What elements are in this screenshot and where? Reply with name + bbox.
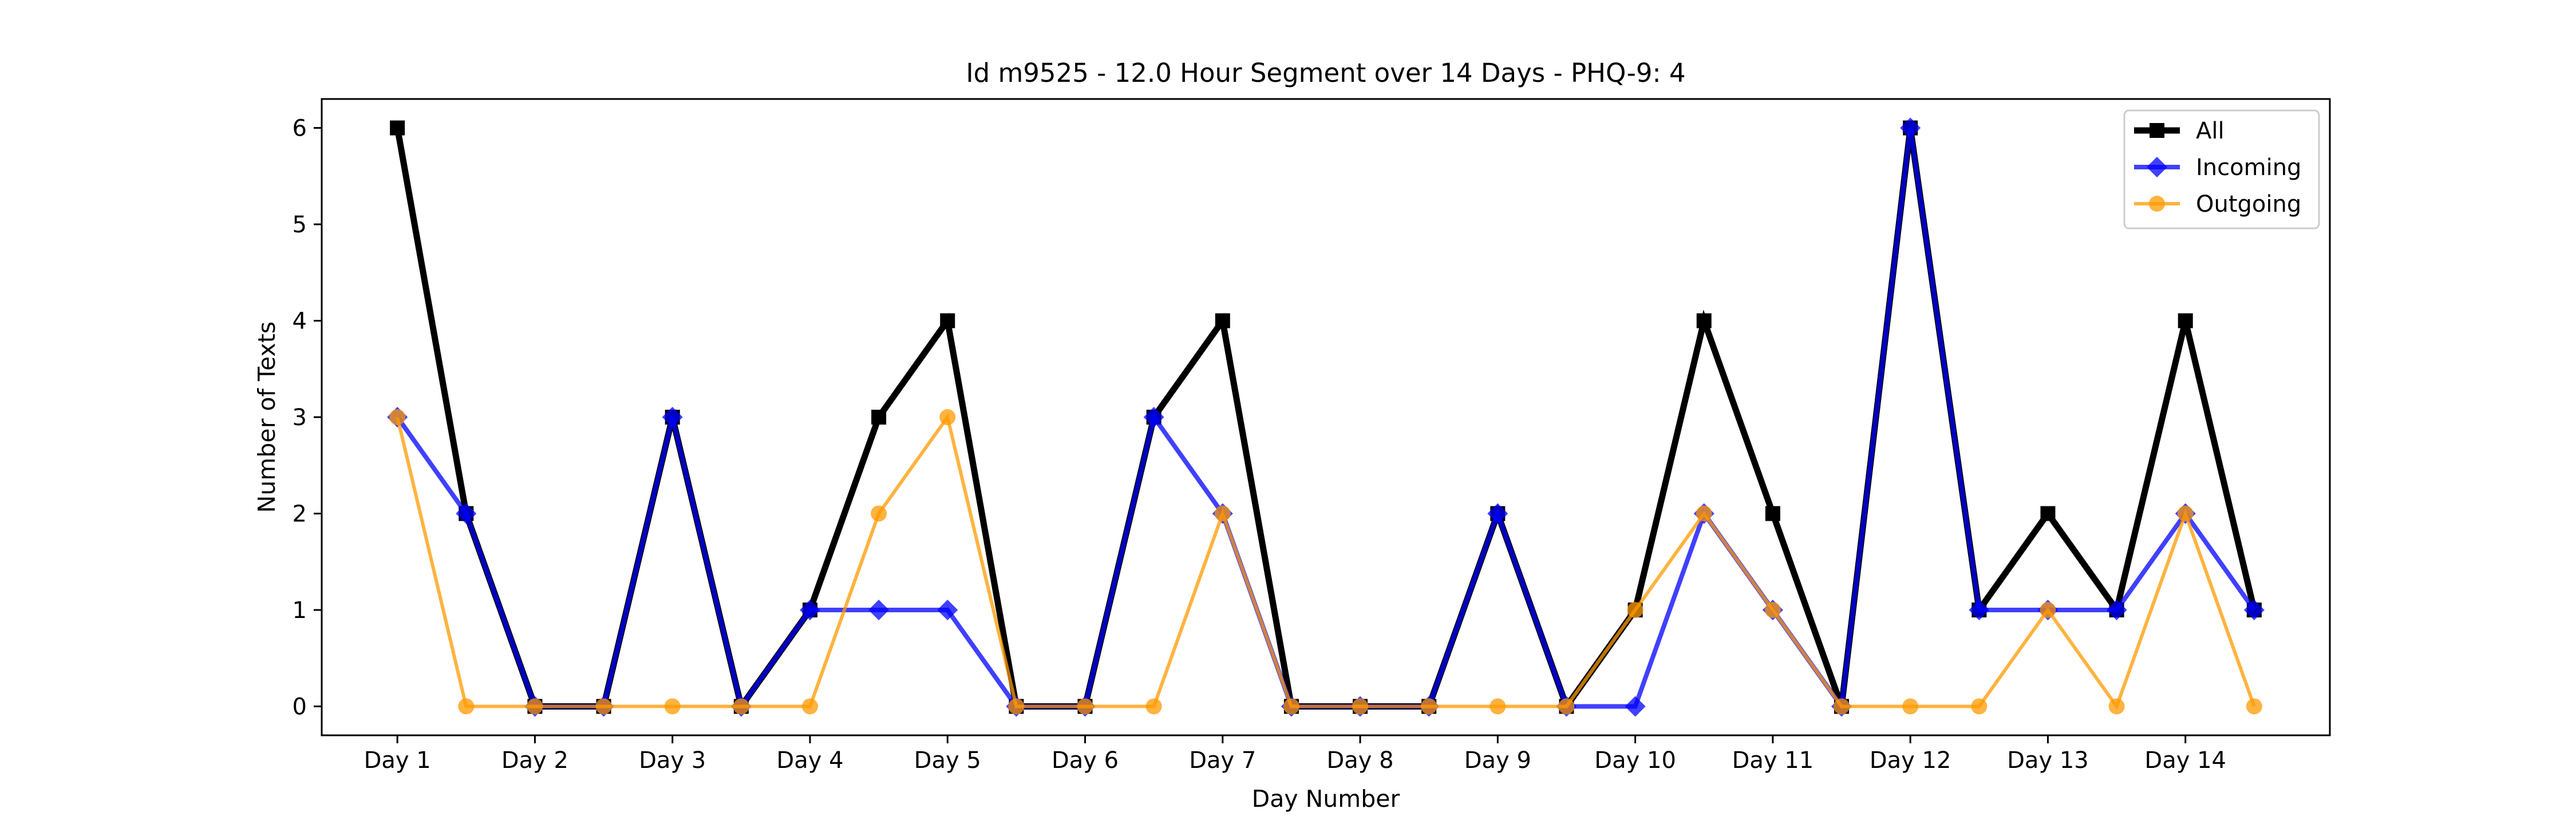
data-point bbox=[1215, 313, 1230, 328]
axis-ticks: Day 1 Day 2 Day 3 Day 4 Day 5 Day 6 Day 7 Day 8… bbox=[293, 116, 2226, 774]
y-tick-label: 4 bbox=[293, 308, 307, 335]
data-point bbox=[733, 698, 749, 715]
data-point bbox=[1352, 698, 1369, 715]
data-point bbox=[1008, 698, 1025, 715]
data-point bbox=[1969, 599, 1990, 620]
data-point bbox=[1971, 698, 1988, 715]
y-tick-label: 2 bbox=[293, 501, 307, 527]
data-point bbox=[1696, 505, 1712, 522]
data-point bbox=[1214, 505, 1231, 522]
data-point bbox=[2243, 599, 2265, 620]
data-point bbox=[595, 698, 612, 715]
x-tick-label: Day 7 bbox=[1189, 747, 1256, 774]
data-point bbox=[1902, 698, 1919, 715]
data-point bbox=[662, 407, 683, 427]
y-tick-label: 6 bbox=[293, 116, 307, 142]
data-point bbox=[2178, 313, 2193, 328]
data-point bbox=[939, 409, 956, 425]
data-point bbox=[389, 409, 406, 425]
data-point bbox=[801, 698, 818, 715]
data-point bbox=[1077, 698, 1093, 715]
x-tick-label: Day 10 bbox=[1594, 747, 1676, 774]
data-point bbox=[871, 505, 887, 522]
legend-box bbox=[2123, 109, 2320, 229]
legend-label: Outgoing bbox=[2196, 191, 2301, 217]
data-point bbox=[1143, 407, 1164, 427]
series-layer bbox=[387, 117, 2265, 717]
chart-title: Id m9525 - 12.0 Hour Segment over 14 Day… bbox=[966, 58, 1685, 88]
data-point bbox=[1487, 503, 1508, 524]
legend-marker bbox=[2150, 123, 2164, 138]
legend-marker bbox=[2149, 196, 2165, 212]
data-point bbox=[937, 599, 958, 620]
data-point bbox=[799, 599, 820, 620]
data-point bbox=[1145, 698, 1162, 715]
legend-label: Incoming bbox=[2196, 154, 2301, 181]
legend-label: All bbox=[2196, 118, 2225, 144]
legend-entry-incoming: Incoming bbox=[2134, 154, 2301, 181]
data-point bbox=[1625, 696, 1646, 717]
legend-entry-outgoing: Outgoing bbox=[2134, 191, 2301, 217]
data-point bbox=[527, 698, 543, 715]
data-point bbox=[940, 313, 955, 328]
data-point bbox=[1764, 601, 1781, 618]
data-point bbox=[1765, 506, 1780, 521]
data-point bbox=[390, 120, 405, 136]
data-point bbox=[871, 410, 887, 425]
data-point bbox=[1283, 698, 1299, 715]
data-point bbox=[1490, 698, 1506, 715]
data-point bbox=[2040, 506, 2056, 521]
data-point bbox=[1558, 698, 1575, 715]
x-tick-label: Day 11 bbox=[1732, 747, 1814, 774]
x-tick-label: Day 5 bbox=[914, 747, 981, 774]
legend-entries: All Incoming Outgoing bbox=[2134, 118, 2301, 217]
data-point bbox=[2106, 599, 2127, 620]
x-axis-label: Day Number bbox=[1252, 785, 1400, 813]
series-outgoing bbox=[389, 409, 2262, 715]
data-point bbox=[1900, 117, 1921, 138]
y-axis-label: Number of Texts bbox=[253, 322, 280, 513]
x-tick-label: Day 1 bbox=[364, 747, 431, 774]
data-point bbox=[1627, 601, 1643, 618]
data-point bbox=[2246, 698, 2262, 715]
data-point bbox=[2177, 505, 2194, 522]
x-tick-label: Day 14 bbox=[2144, 747, 2226, 774]
y-tick-label: 1 bbox=[293, 597, 307, 624]
legend: All Incoming Outgoing bbox=[2123, 109, 2320, 229]
y-tick-label: 3 bbox=[293, 405, 307, 431]
data-point bbox=[664, 698, 681, 715]
data-point bbox=[456, 503, 477, 524]
data-point bbox=[1696, 313, 1712, 328]
x-tick-label: Day 9 bbox=[1464, 747, 1531, 774]
x-tick-label: Day 12 bbox=[1870, 747, 1951, 774]
y-tick-label: 5 bbox=[293, 212, 307, 238]
data-point bbox=[1834, 698, 1850, 715]
x-tick-label: Day 4 bbox=[776, 747, 843, 774]
data-point bbox=[1421, 698, 1437, 715]
x-tick-label: Day 3 bbox=[639, 747, 706, 774]
data-point bbox=[458, 698, 475, 715]
series-line-outgoing bbox=[396, 413, 2256, 710]
x-tick-label: Day 6 bbox=[1052, 747, 1119, 774]
legend-entry-all: All bbox=[2134, 118, 2225, 144]
x-tick-label: Day 13 bbox=[2007, 747, 2089, 774]
x-tick-label: Day 8 bbox=[1326, 747, 1393, 774]
data-point bbox=[2108, 698, 2125, 715]
data-point bbox=[868, 599, 890, 620]
legend-marker bbox=[2147, 157, 2167, 177]
x-tick-label: Day 2 bbox=[501, 747, 568, 774]
data-point bbox=[2040, 601, 2056, 618]
y-tick-label: 0 bbox=[293, 694, 307, 720]
